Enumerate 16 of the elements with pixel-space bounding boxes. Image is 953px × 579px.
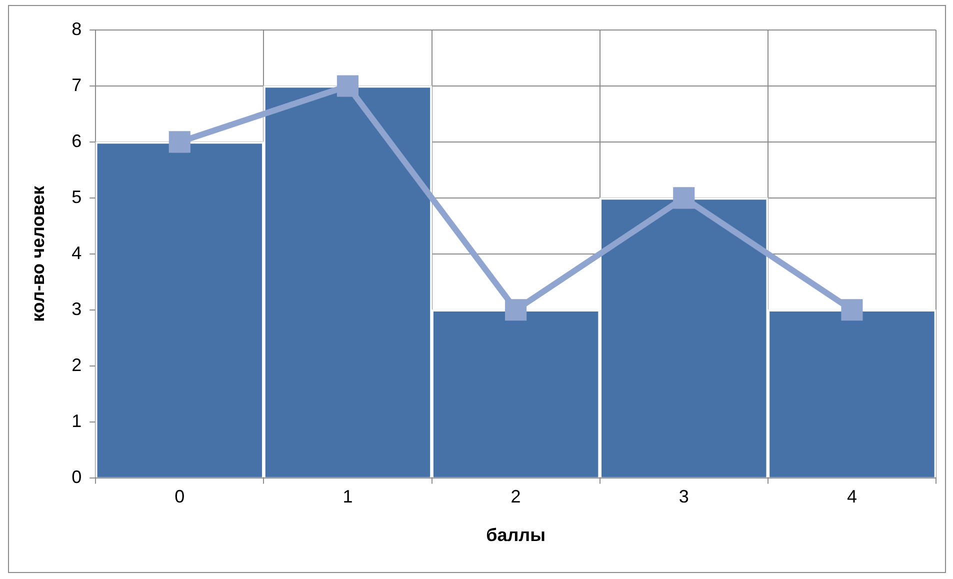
y-tick-label: 3 bbox=[72, 298, 82, 319]
y-tick-label: 7 bbox=[72, 74, 82, 95]
x-tick-label: 3 bbox=[678, 486, 689, 507]
x-tick-label: 0 bbox=[174, 486, 185, 507]
x-tick-label: 1 bbox=[342, 486, 353, 507]
x-tick-label: 2 bbox=[510, 486, 521, 507]
y-tick-label: 6 bbox=[72, 130, 82, 151]
y-tick-label: 4 bbox=[72, 242, 82, 263]
y-axis-title: кол-во человек bbox=[28, 184, 48, 322]
y-tick-label: 2 bbox=[72, 354, 82, 375]
y-tick-label: 8 bbox=[72, 18, 82, 39]
y-tick-label: 0 bbox=[72, 466, 82, 487]
y-tick-label: 5 bbox=[72, 186, 82, 207]
y-tick-label: 1 bbox=[72, 410, 82, 431]
x-axis-title: баллы bbox=[486, 525, 546, 546]
x-tick-label: 4 bbox=[846, 486, 857, 507]
